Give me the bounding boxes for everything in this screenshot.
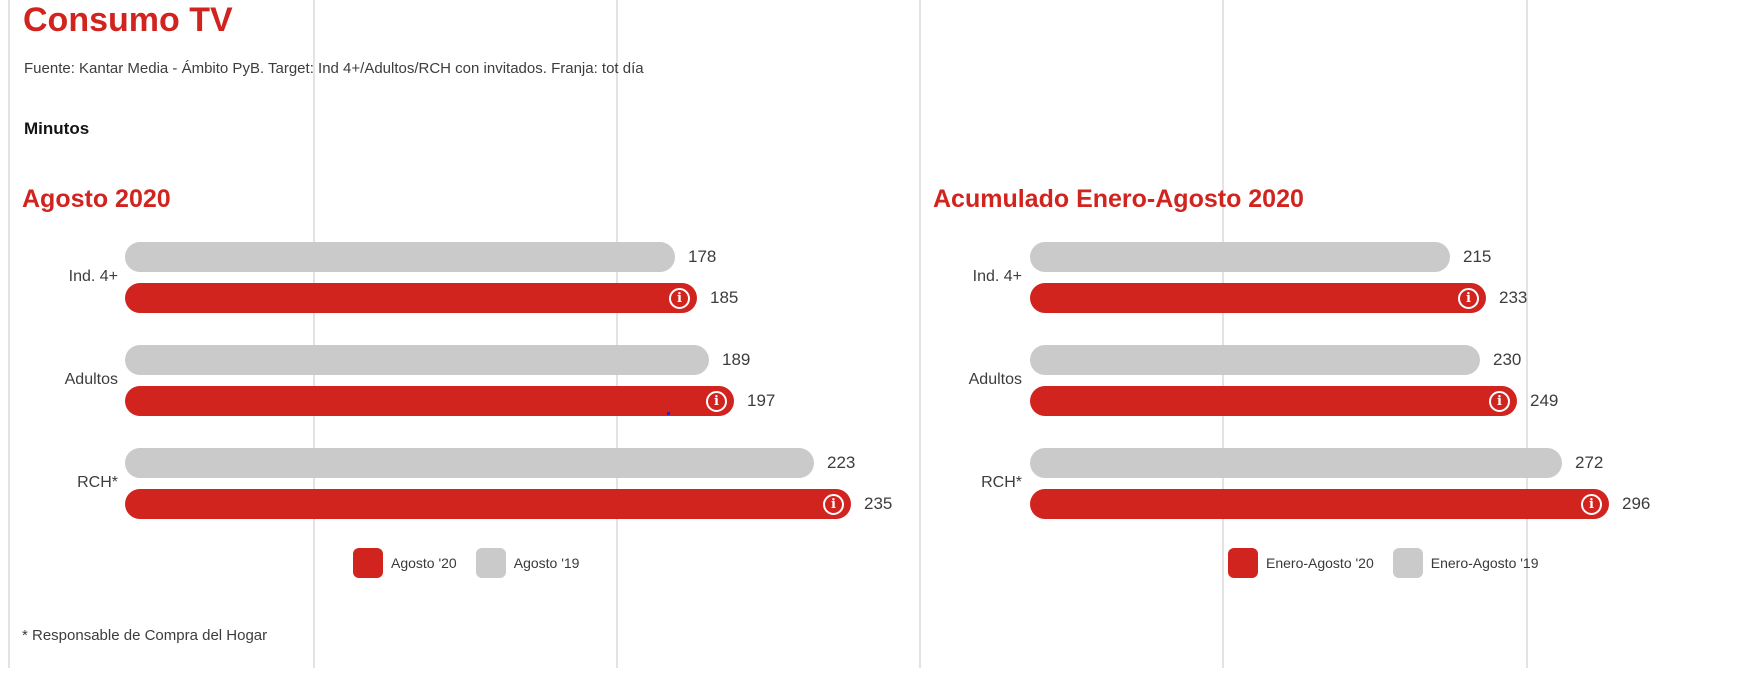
bar-agosto-20-adultos[interactable]: i xyxy=(125,386,734,416)
info-icon[interactable]: i xyxy=(669,287,690,309)
bar-agosto-19-rch-[interactable] xyxy=(125,448,814,478)
bar-value-label: 223 xyxy=(827,453,856,472)
page-title: Consumo TV xyxy=(23,1,233,39)
gridline xyxy=(1222,0,1224,668)
gridline xyxy=(616,0,618,668)
bar-value-label: 197 xyxy=(747,391,776,410)
footnote: * Responsable de Compra del Hogar xyxy=(22,627,268,644)
gridline xyxy=(8,0,10,668)
bar-enero-agosto-20-ind-4+[interactable]: i xyxy=(1030,283,1486,313)
bar-value-label: 185 xyxy=(710,288,739,307)
chart-title-agosto-2020: Agosto 2020 xyxy=(22,185,171,213)
legend-swatch xyxy=(1392,548,1423,578)
bar-value-label: 235 xyxy=(864,494,893,513)
legend-label: Agosto '20 xyxy=(391,555,457,571)
legend-item-enero-agosto-19[interactable]: Enero-Agosto '19 xyxy=(1392,548,1539,578)
legend-swatch xyxy=(353,548,383,578)
bar-value-label: 189 xyxy=(722,350,751,369)
bar-enero-agosto-20-adultos[interactable]: i xyxy=(1030,386,1517,416)
legend-label: Agosto '19 xyxy=(513,555,580,571)
bar-value-label: 230 xyxy=(1493,350,1522,369)
legend-item-enero-agosto-20[interactable]: Enero-Agosto '20 xyxy=(1228,548,1374,578)
legend-swatch xyxy=(475,548,506,578)
legend: Agosto '20 Agosto '19 xyxy=(353,548,579,578)
bar-agosto-19-adultos[interactable] xyxy=(125,345,709,375)
category-label-rch-: RCH* xyxy=(981,474,1022,491)
gridline xyxy=(919,0,921,668)
legend-label: Enero-Agosto '19 xyxy=(1430,555,1539,571)
bar-agosto-20-ind-4+[interactable]: i xyxy=(125,283,697,313)
bar-enero-agosto-19-adultos[interactable] xyxy=(1030,345,1480,375)
bar-enero-agosto-20-rch-[interactable]: i xyxy=(1030,489,1609,519)
category-label-ind-4+: Ind. 4+ xyxy=(68,268,118,285)
gridline xyxy=(1526,0,1528,668)
bar-agosto-19-ind-4+[interactable] xyxy=(125,242,675,272)
bar-value-label: 215 xyxy=(1463,247,1492,266)
info-icon[interactable]: i xyxy=(1581,493,1602,515)
legend-label: Enero-Agosto '20 xyxy=(1266,555,1374,571)
legend-item-agosto-20[interactable]: Agosto '20 xyxy=(353,548,457,578)
info-icon[interactable]: i xyxy=(706,390,727,412)
info-icon[interactable]: i xyxy=(1458,287,1479,309)
bar-value-label: 249 xyxy=(1530,391,1559,410)
bar-enero-agosto-19-rch-[interactable] xyxy=(1030,448,1562,478)
category-label-rch-: RCH* xyxy=(77,474,118,491)
info-icon[interactable]: i xyxy=(823,493,844,515)
legend-swatch xyxy=(1228,548,1258,578)
legend-item-agosto-19[interactable]: Agosto '19 xyxy=(475,548,580,578)
info-icon[interactable]: i xyxy=(1489,390,1510,412)
blue-dot-artifact xyxy=(667,412,670,415)
bar-value-label: 272 xyxy=(1575,453,1604,472)
category-label-adultos: Adultos xyxy=(64,371,118,388)
bar-value-label: 296 xyxy=(1622,494,1651,513)
units-label: Minutos xyxy=(24,119,90,138)
bar-agosto-20-rch-[interactable]: i xyxy=(125,489,851,519)
source-note: Fuente: Kantar Media - Ámbito PyB. Targe… xyxy=(24,60,644,77)
chart-title-acumulado-enero-agosto-2020: Acumulado Enero-Agosto 2020 xyxy=(933,185,1304,213)
category-label-adultos: Adultos xyxy=(968,371,1022,388)
bar-value-label: 178 xyxy=(688,247,717,266)
legend: Enero-Agosto '20 Enero-Agosto '19 xyxy=(1228,548,1539,578)
bar-value-label: 233 xyxy=(1499,288,1528,307)
gridline xyxy=(313,0,315,668)
category-label-ind-4+: Ind. 4+ xyxy=(972,268,1022,285)
bar-enero-agosto-19-ind-4+[interactable] xyxy=(1030,242,1450,272)
